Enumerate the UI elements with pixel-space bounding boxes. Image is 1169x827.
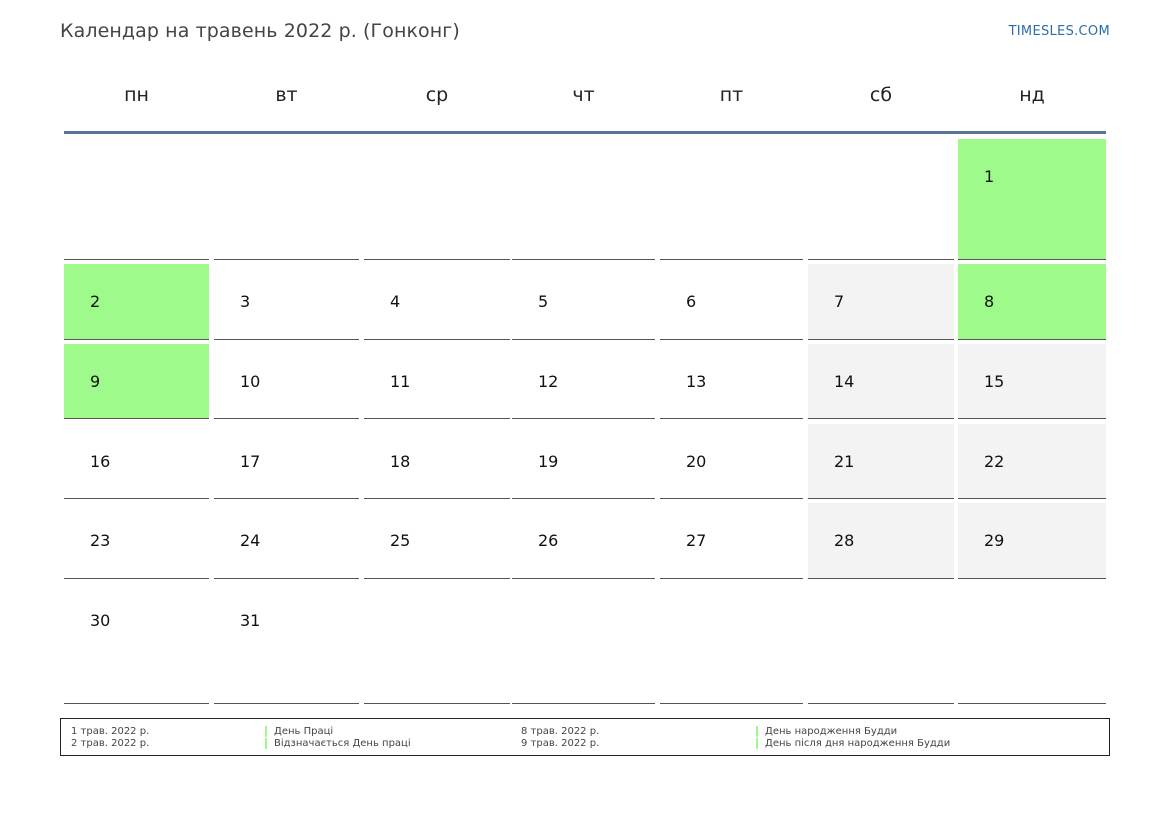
empty-day-cell (808, 139, 954, 260)
day-number: 17 (240, 452, 261, 471)
empty-day-cell (958, 583, 1106, 704)
day-number: 29 (984, 531, 1005, 550)
day-cell-16[interactable]: 16 (64, 424, 209, 499)
day-cell-3[interactable]: 3 (214, 264, 359, 340)
legend-date-4: 9 трав. 2022 р. (521, 738, 600, 749)
day-number: 12 (538, 372, 559, 391)
weekday-wed: ср (425, 84, 449, 106)
day-cell-13[interactable]: 13 (660, 344, 803, 419)
legend-name-4: День після дня народження Будди (765, 738, 951, 749)
header-divider (64, 131, 1106, 134)
brand-link[interactable]: TIMESLES.COM (1008, 24, 1110, 39)
day-cell-2[interactable]: 2 (64, 264, 209, 340)
day-cell-14[interactable]: 14 (808, 344, 954, 419)
day-cell-20[interactable]: 20 (660, 424, 803, 499)
day-number: 27 (686, 531, 707, 550)
legend-date-3: 8 трав. 2022 р. (521, 726, 600, 737)
empty-day-cell (808, 583, 954, 704)
legend-date-1: 1 трав. 2022 р. (71, 726, 150, 737)
day-number: 3 (240, 292, 251, 311)
day-number: 15 (984, 372, 1005, 391)
page-title: Календар на травень 2022 р. (Гонконг) (60, 20, 460, 42)
day-cell-27[interactable]: 27 (660, 503, 803, 579)
day-cell-25[interactable]: 25 (364, 503, 510, 579)
day-cell-19[interactable]: 19 (512, 424, 655, 499)
holiday-legend: 1 трав. 2022 р. День Праці 2 трав. 2022 … (60, 718, 1110, 756)
day-number: 4 (390, 292, 401, 311)
empty-day-cell (364, 139, 510, 260)
day-cell-4[interactable]: 4 (364, 264, 510, 340)
day-cell-24[interactable]: 24 (214, 503, 359, 579)
legend-name-1: День Праці (274, 726, 334, 737)
day-cell-15[interactable]: 15 (958, 344, 1106, 419)
day-number: 22 (984, 452, 1005, 471)
day-cell-7[interactable]: 7 (808, 264, 954, 340)
day-number: 26 (538, 531, 559, 550)
day-number: 19 (538, 452, 559, 471)
day-cell-11[interactable]: 11 (364, 344, 510, 419)
day-number: 13 (686, 372, 707, 391)
legend-name-2: Відзначається День праці (274, 738, 411, 749)
day-cell-1[interactable]: 1 (958, 139, 1106, 260)
weekday-thu: чт (572, 84, 595, 106)
day-cell-9[interactable]: 9 (64, 344, 209, 419)
day-cell-6[interactable]: 6 (660, 264, 803, 340)
day-cell-22[interactable]: 22 (958, 424, 1106, 499)
day-number: 11 (390, 372, 411, 391)
day-number: 16 (90, 452, 111, 471)
day-number: 20 (686, 452, 707, 471)
day-cell-8[interactable]: 8 (958, 264, 1106, 340)
day-cell-28[interactable]: 28 (808, 503, 954, 579)
day-number: 8 (984, 292, 995, 311)
weekday-fri: пт (719, 84, 744, 106)
day-number: 14 (834, 372, 855, 391)
empty-day-cell (364, 583, 510, 704)
day-cell-10[interactable]: 10 (214, 344, 359, 419)
weekday-mon: пн (124, 84, 149, 106)
empty-day-cell (214, 139, 359, 260)
weekday-sat: сб (869, 84, 893, 106)
day-cell-21[interactable]: 21 (808, 424, 954, 499)
empty-day-cell (512, 583, 655, 704)
weekday-header: пн вт ср чт пт сб нд (64, 84, 1106, 114)
day-cell-5[interactable]: 5 (512, 264, 655, 340)
day-number: 1 (984, 167, 995, 186)
day-number: 28 (834, 531, 855, 550)
day-number: 25 (390, 531, 411, 550)
day-number: 2 (90, 292, 101, 311)
legend-name-3: День народження Будди (765, 726, 898, 737)
legend-color-marker (265, 726, 267, 737)
day-number: 31 (240, 611, 261, 630)
weekday-tue: вт (275, 84, 298, 106)
legend-color-marker (756, 738, 758, 749)
weekday-sun: нд (1019, 84, 1045, 106)
empty-day-cell (660, 139, 803, 260)
legend-color-marker (265, 738, 267, 749)
day-cell-12[interactable]: 12 (512, 344, 655, 419)
day-number: 10 (240, 372, 261, 391)
day-cell-17[interactable]: 17 (214, 424, 359, 499)
day-number: 5 (538, 292, 549, 311)
day-number: 7 (834, 292, 845, 311)
day-number: 21 (834, 452, 855, 471)
day-number: 30 (90, 611, 111, 630)
legend-date-2: 2 трав. 2022 р. (71, 738, 150, 749)
day-cell-18[interactable]: 18 (364, 424, 510, 499)
day-cell-26[interactable]: 26 (512, 503, 655, 579)
day-number: 6 (686, 292, 697, 311)
day-number: 9 (90, 372, 101, 391)
day-cell-31[interactable]: 31 (214, 583, 359, 704)
day-cell-29[interactable]: 29 (958, 503, 1106, 579)
day-cell-23[interactable]: 23 (64, 503, 209, 579)
day-cell-30[interactable]: 30 (64, 583, 209, 704)
empty-day-cell (660, 583, 803, 704)
empty-day-cell (64, 139, 209, 260)
day-number: 18 (390, 452, 411, 471)
day-number: 24 (240, 531, 261, 550)
day-number: 23 (90, 531, 111, 550)
legend-color-marker (756, 726, 758, 737)
empty-day-cell (512, 139, 655, 260)
